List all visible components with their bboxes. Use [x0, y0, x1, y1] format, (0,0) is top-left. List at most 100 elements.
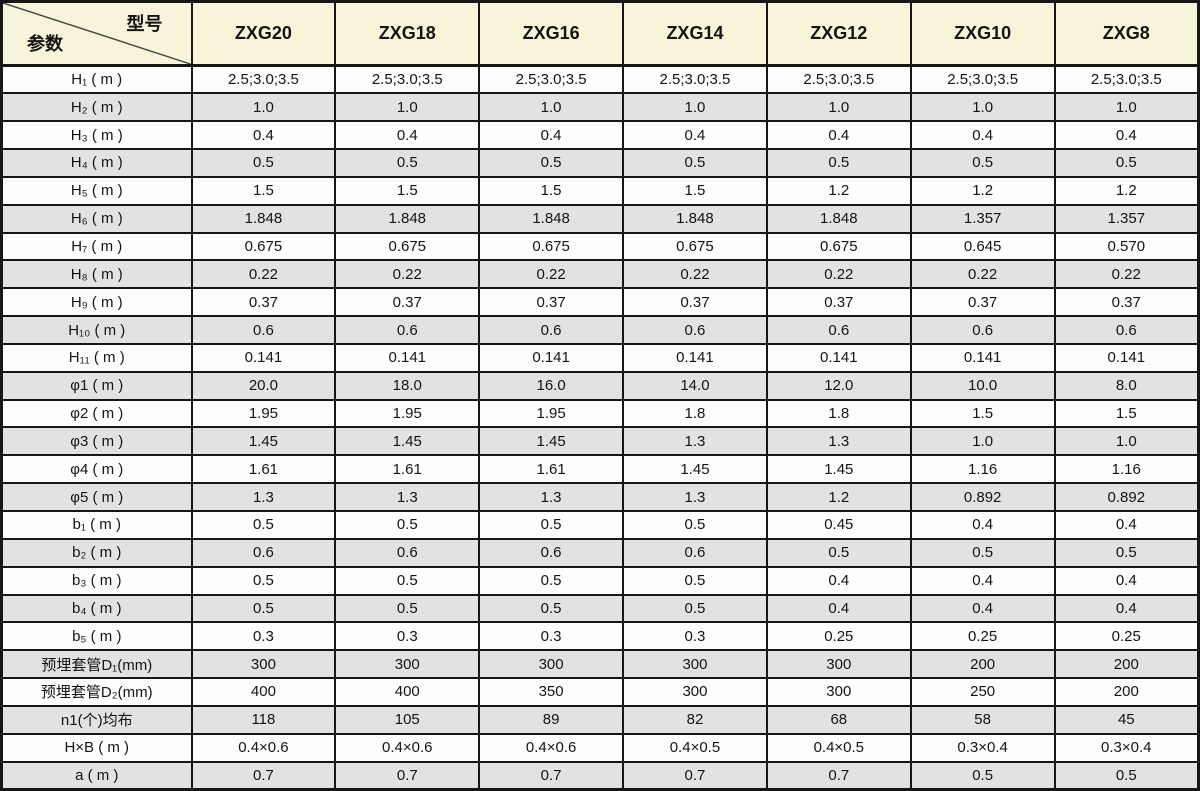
table-cell-zxg20: 1.3	[190, 482, 337, 512]
table-cell-zxg14: 0.22	[622, 259, 768, 290]
table-cell-zxg8: 1.0	[1053, 426, 1200, 457]
column-header-zxg20: ZXG20	[190, 0, 337, 67]
table-header: 型号 参数 ZXG20 ZXG18 ZXG16 ZXG14 ZXG12 ZXG10 ZXG8	[0, 0, 1200, 67]
table-cell-zxg16: 0.4	[478, 120, 625, 151]
table-cell-zxg16: 1.5	[478, 175, 625, 206]
table-cell-zxg8: 0.4	[1053, 593, 1200, 624]
table-cell-zxg14: 1.8	[622, 398, 768, 429]
table-cell-zxg8: 8.0	[1053, 370, 1200, 401]
table-cell-zxg16: 0.37	[478, 287, 625, 318]
table-cell-zxg12: 1.2	[765, 482, 912, 512]
table-cell-zxg18: 1.5	[334, 175, 481, 206]
row-label: H₁₀ ( m )	[0, 315, 193, 345]
table-cell-zxg16: 1.0	[478, 92, 625, 123]
table-cell-zxg10: 0.3×0.4	[909, 732, 1056, 763]
table-cell-zxg16: 0.5	[478, 510, 625, 540]
table-cell-zxg14: 300	[622, 649, 768, 680]
table-cell-zxg18: 0.5	[334, 510, 481, 540]
table-cell-zxg20: 0.675	[190, 231, 337, 262]
table-cell-zxg8: 0.3×0.4	[1053, 732, 1200, 763]
corner-cell: 型号 参数	[0, 0, 193, 67]
table-cell-zxg18: 0.22	[334, 259, 481, 290]
table-cell-zxg12: 0.6	[765, 315, 912, 345]
row-label: a ( m )	[0, 760, 193, 791]
table-cell-zxg20: 0.4	[190, 120, 337, 151]
table-cell-zxg8: 0.5	[1053, 148, 1200, 178]
corner-label-param: 参数	[27, 34, 63, 54]
table-cell-zxg16: 0.3	[478, 621, 625, 652]
table-cell-zxg8: 1.0	[1053, 92, 1200, 123]
table-row: H₄ ( m ) 0.5 0.5 0.5 0.5 0.5 0.5 0.5	[0, 148, 1200, 178]
table-cell-zxg8: 0.22	[1053, 259, 1200, 290]
table-cell-zxg20: 400	[190, 677, 337, 707]
table-row: 预埋套管D₂(mm) 400 400 350 300 300 250 200	[0, 677, 1200, 707]
table-cell-zxg20: 0.37	[190, 287, 337, 318]
table-cell-zxg14: 82	[622, 704, 768, 735]
table-cell-zxg20: 0.5	[190, 148, 337, 178]
table-cell-zxg20: 0.6	[190, 315, 337, 345]
table-cell-zxg20: 2.5;3.0;3.5	[190, 64, 337, 95]
table-cell-zxg18: 1.95	[334, 398, 481, 429]
table-cell-zxg16: 16.0	[478, 370, 625, 401]
table-cell-zxg18: 0.5	[334, 593, 481, 624]
table-cell-zxg8: 0.5	[1053, 760, 1200, 791]
table-cell-zxg8: 0.4	[1053, 120, 1200, 151]
table-cell-zxg18: 0.4	[334, 120, 481, 151]
row-label: b₄ ( m )	[0, 593, 193, 624]
table-row: H₈ ( m ) 0.22 0.22 0.22 0.22 0.22 0.22 0.22	[0, 259, 1200, 290]
table-cell-zxg12: 0.4	[765, 593, 912, 624]
table-cell-zxg20: 0.4×0.6	[190, 732, 337, 763]
table-cell-zxg12: 300	[765, 677, 912, 707]
table-cell-zxg8: 0.4	[1053, 510, 1200, 540]
table-cell-zxg12: 0.5	[765, 148, 912, 178]
table-cell-zxg10: 0.4	[909, 565, 1056, 596]
table-cell-zxg14: 0.4×0.5	[622, 732, 768, 763]
table-cell-zxg18: 0.5	[334, 565, 481, 596]
table-cell-zxg20: 0.5	[190, 593, 337, 624]
table-cell-zxg8: 1.16	[1053, 454, 1200, 485]
table-cell-zxg8: 200	[1053, 649, 1200, 680]
table-cell-zxg20: 1.61	[190, 454, 337, 485]
table-cell-zxg10: 0.37	[909, 287, 1056, 318]
row-label: H₄ ( m )	[0, 148, 193, 178]
table-cell-zxg20: 300	[190, 649, 337, 680]
table-cell-zxg10: 1.16	[909, 454, 1056, 485]
table-cell-zxg10: 0.25	[909, 621, 1056, 652]
table-cell-zxg20: 1.5	[190, 175, 337, 206]
table-cell-zxg20: 0.5	[190, 565, 337, 596]
table-cell-zxg8: 0.141	[1053, 342, 1200, 373]
row-label: φ1 ( m )	[0, 370, 193, 401]
row-label: φ2 ( m )	[0, 398, 193, 429]
table-cell-zxg16: 0.5	[478, 565, 625, 596]
table-cell-zxg16: 1.3	[478, 482, 625, 512]
table-cell-zxg14: 2.5;3.0;3.5	[622, 64, 768, 95]
table-cell-zxg18: 18.0	[334, 370, 481, 401]
table-cell-zxg14: 1.3	[622, 426, 768, 457]
table-cell-zxg16: 0.141	[478, 342, 625, 373]
table-cell-zxg10: 1.0	[909, 426, 1056, 457]
table-cell-zxg14: 0.5	[622, 593, 768, 624]
table-row: φ5 ( m ) 1.3 1.3 1.3 1.3 1.2 0.892 0.892	[0, 482, 1200, 512]
table-cell-zxg16: 1.848	[478, 203, 625, 234]
row-label: φ3 ( m )	[0, 426, 193, 457]
table-cell-zxg8: 0.570	[1053, 231, 1200, 262]
table-cell-zxg16: 1.61	[478, 454, 625, 485]
table-cell-zxg18: 300	[334, 649, 481, 680]
table-cell-zxg14: 0.5	[622, 148, 768, 178]
table-cell-zxg12: 0.4×0.5	[765, 732, 912, 763]
row-label: H₁₁ ( m )	[0, 342, 193, 373]
table-cell-zxg20: 0.5	[190, 510, 337, 540]
table-cell-zxg12: 0.141	[765, 342, 912, 373]
table-cell-zxg12: 300	[765, 649, 912, 680]
table-cell-zxg10: 0.5	[909, 760, 1056, 791]
table-cell-zxg18: 0.6	[334, 315, 481, 345]
table-cell-zxg16: 0.6	[478, 537, 625, 568]
table-cell-zxg16: 2.5;3.0;3.5	[478, 64, 625, 95]
table-cell-zxg8: 2.5;3.0;3.5	[1053, 64, 1200, 95]
table-cell-zxg16: 1.95	[478, 398, 625, 429]
table-cell-zxg18: 0.5	[334, 148, 481, 178]
table-cell-zxg20: 20.0	[190, 370, 337, 401]
table-cell-zxg10: 0.141	[909, 342, 1056, 373]
table-row: H₁₁ ( m ) 0.141 0.141 0.141 0.141 0.141 0.141 0…	[0, 342, 1200, 373]
table-cell-zxg16: 0.5	[478, 148, 625, 178]
